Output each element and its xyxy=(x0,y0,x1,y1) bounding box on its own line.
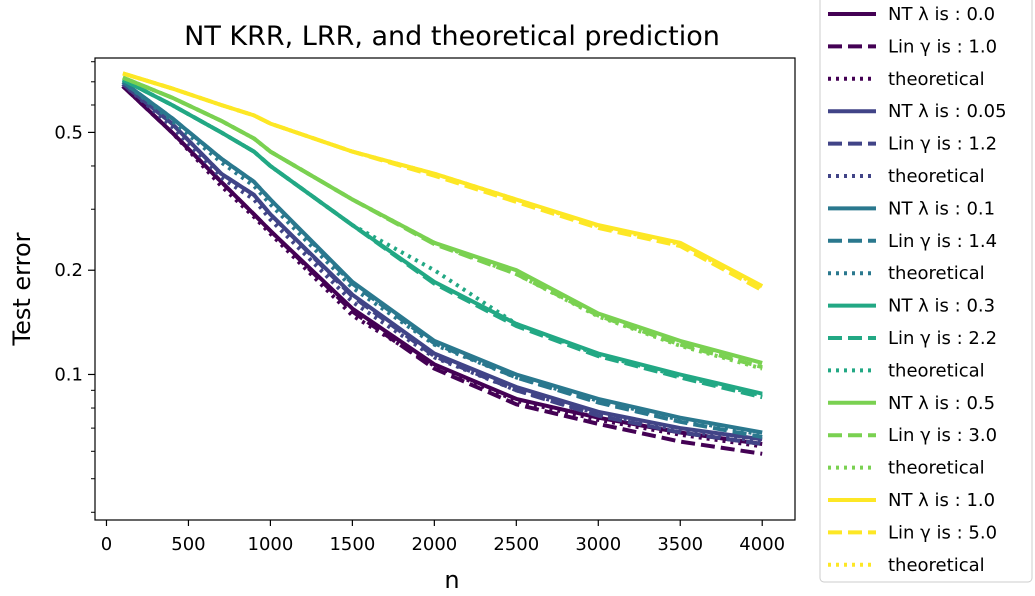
legend-label: theoretical xyxy=(888,360,985,381)
x-tick-label: 2500 xyxy=(493,534,539,555)
x-tick-label: 3000 xyxy=(575,534,621,555)
legend: NT λ is : 0.0 Lin γ is : 1.0 theoretical NT… xyxy=(819,0,1033,583)
series-line-12 xyxy=(121,77,763,398)
series-line-8 xyxy=(121,80,763,439)
series-line-2 xyxy=(121,84,763,456)
x-tick-label: 1000 xyxy=(248,534,294,555)
x-tick-label: 0 xyxy=(101,534,112,555)
y-axis-label: Test error xyxy=(8,232,36,346)
legend-label: Lin γ is : 1.0 xyxy=(888,36,997,57)
series-line-15 xyxy=(122,75,763,371)
series-line-18 xyxy=(122,71,764,290)
legend-label: NT λ is : 0.3 xyxy=(888,296,995,317)
plot-frame xyxy=(94,57,796,521)
legend-label: Lin γ is : 1.2 xyxy=(888,134,997,155)
x-tick-label: 3500 xyxy=(657,534,703,555)
y-tick-label: 0.2 xyxy=(54,260,83,281)
series-line-9 xyxy=(121,80,763,437)
legend-label: NT λ is : 0.5 xyxy=(888,393,995,414)
y-tick-label: 0.5 xyxy=(54,122,83,143)
y-tick-label: 0.1 xyxy=(54,364,83,385)
series-line-3 xyxy=(121,84,763,449)
legend-label: NT λ is : 0.0 xyxy=(888,4,995,25)
legend-label: NT λ is : 0.1 xyxy=(888,198,995,219)
series-line-4 xyxy=(121,82,763,442)
y-axis-ticks: 0.1 0.2 0.5 xyxy=(54,61,95,513)
legend-label: theoretical xyxy=(888,555,985,576)
chart-title: NT KRR, LRR, and theoretical prediction xyxy=(184,21,720,52)
legend-label: theoretical xyxy=(888,166,985,187)
legend-label: Lin γ is : 1.4 xyxy=(888,231,997,252)
legend-label: Lin γ is : 5.0 xyxy=(888,522,997,543)
x-tick-label: 2000 xyxy=(411,534,457,555)
x-axis-ticks: 0 500 1000 1500 2000 2500 3000 3500 4000 xyxy=(101,520,785,555)
legend-label: theoretical xyxy=(888,69,985,90)
series-line-7 xyxy=(121,80,763,435)
legend-label: NT λ is : 1.0 xyxy=(888,490,995,511)
series-line-6 xyxy=(121,82,763,444)
legend-label: theoretical xyxy=(888,263,985,284)
plot-lines xyxy=(121,71,764,456)
legend-label: Lin γ is : 2.2 xyxy=(888,328,997,349)
legend-label: Lin γ is : 3.0 xyxy=(888,425,997,446)
x-tick-label: 500 xyxy=(171,534,205,555)
x-tick-label: 1500 xyxy=(329,534,375,555)
series-line-5 xyxy=(121,82,763,446)
legend-label: theoretical xyxy=(888,458,985,479)
legend-label: NT λ is : 0.05 xyxy=(888,101,1007,122)
series-line-1 xyxy=(121,84,763,446)
x-tick-label: 4000 xyxy=(739,534,785,555)
x-axis-label: n xyxy=(444,566,459,594)
